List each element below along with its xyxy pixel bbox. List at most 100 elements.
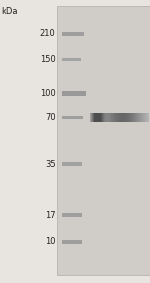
Bar: [139, 113, 140, 122]
Bar: [62, 32, 84, 36]
Bar: [117, 113, 118, 122]
Bar: [119, 113, 120, 122]
Bar: [107, 113, 108, 122]
Text: 17: 17: [45, 211, 56, 220]
Bar: [123, 113, 124, 122]
Bar: [135, 113, 136, 122]
Bar: [134, 113, 135, 122]
Bar: [124, 113, 125, 122]
Bar: [104, 113, 105, 122]
Bar: [99, 113, 100, 122]
Bar: [91, 113, 92, 122]
Bar: [110, 113, 111, 122]
Bar: [125, 113, 126, 122]
Bar: [109, 113, 110, 122]
Bar: [100, 113, 101, 122]
Bar: [131, 113, 132, 122]
Bar: [62, 162, 82, 166]
Bar: [62, 213, 82, 217]
Bar: [119, 113, 120, 122]
Bar: [94, 113, 95, 122]
Bar: [148, 113, 149, 122]
Bar: [62, 91, 86, 96]
Bar: [137, 113, 138, 122]
Bar: [112, 113, 113, 122]
Bar: [106, 113, 107, 122]
Bar: [134, 113, 135, 122]
Text: 10: 10: [45, 237, 56, 246]
Bar: [97, 113, 98, 122]
Bar: [95, 113, 96, 122]
Bar: [62, 57, 81, 61]
Text: 210: 210: [40, 29, 56, 38]
Bar: [97, 113, 98, 122]
Bar: [103, 113, 104, 122]
Bar: [147, 113, 148, 122]
Bar: [145, 113, 146, 122]
Bar: [138, 113, 139, 122]
Bar: [138, 113, 139, 122]
Bar: [141, 113, 142, 122]
Bar: [93, 113, 94, 122]
Bar: [133, 113, 134, 122]
Bar: [137, 113, 138, 122]
Bar: [108, 113, 109, 122]
Bar: [111, 113, 112, 122]
Bar: [106, 113, 107, 122]
Bar: [129, 113, 130, 122]
Bar: [144, 113, 145, 122]
Bar: [120, 113, 121, 122]
Bar: [121, 113, 122, 122]
Bar: [57, 6, 150, 275]
Bar: [127, 113, 128, 122]
Bar: [122, 113, 123, 122]
Bar: [90, 113, 91, 122]
Bar: [99, 113, 100, 122]
Bar: [123, 113, 124, 122]
Bar: [109, 113, 110, 122]
Bar: [105, 113, 106, 122]
Bar: [140, 113, 141, 122]
Bar: [92, 113, 93, 122]
Bar: [131, 113, 132, 122]
Bar: [139, 113, 140, 122]
Bar: [116, 113, 117, 122]
Text: 100: 100: [40, 89, 56, 98]
Bar: [62, 116, 83, 119]
Bar: [130, 113, 131, 122]
Bar: [143, 113, 144, 122]
Bar: [122, 113, 123, 122]
Bar: [127, 113, 128, 122]
Bar: [62, 240, 82, 244]
Bar: [108, 113, 109, 122]
Bar: [144, 113, 145, 122]
Bar: [146, 113, 147, 122]
Bar: [142, 113, 143, 122]
Bar: [114, 113, 115, 122]
Bar: [118, 113, 119, 122]
Bar: [132, 113, 133, 122]
Bar: [113, 113, 114, 122]
Bar: [116, 113, 117, 122]
Text: 70: 70: [45, 113, 56, 122]
Bar: [118, 113, 119, 122]
Bar: [146, 113, 147, 122]
Bar: [115, 113, 116, 122]
Bar: [115, 113, 116, 122]
Bar: [100, 113, 101, 122]
Bar: [126, 113, 127, 122]
Bar: [96, 113, 97, 122]
Bar: [96, 113, 97, 122]
Bar: [136, 113, 137, 122]
Bar: [141, 113, 142, 122]
Text: 150: 150: [40, 55, 56, 64]
Bar: [111, 113, 112, 122]
Bar: [114, 113, 115, 122]
Bar: [102, 113, 103, 122]
Bar: [101, 113, 102, 122]
Bar: [126, 113, 127, 122]
Bar: [104, 113, 105, 122]
Bar: [128, 113, 129, 122]
Bar: [92, 113, 93, 122]
Bar: [107, 113, 108, 122]
